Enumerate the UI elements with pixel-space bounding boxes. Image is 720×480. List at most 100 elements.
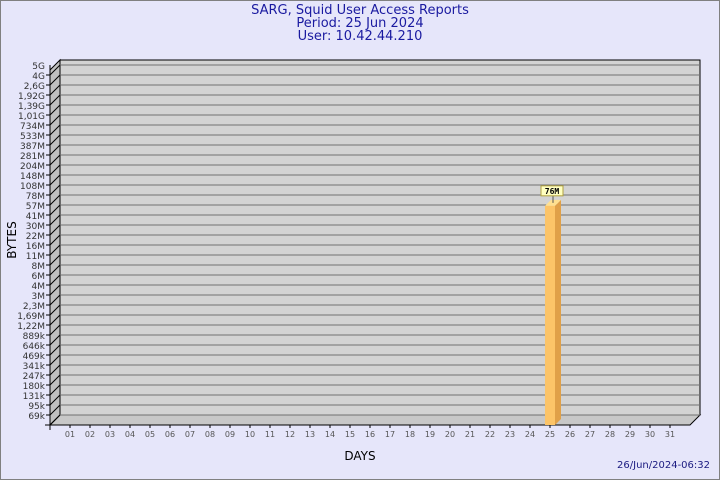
y-tick-label: 734M — [20, 122, 45, 132]
x-tick-label: 14 — [325, 430, 335, 439]
y-tick-depth — [49, 154, 61, 166]
y-tick-label: 2,6G — [24, 82, 45, 92]
y-tick-depth — [49, 144, 61, 156]
y-tick-depth — [49, 214, 61, 226]
y-tick-depth — [49, 224, 61, 236]
y-tick-label: 16M — [26, 242, 45, 252]
x-tick-label: 08 — [205, 430, 215, 439]
y-tick-label: 1,01G — [18, 112, 45, 122]
chart-user: User: 10.42.44.210 — [297, 29, 423, 44]
y-tick-depth — [49, 84, 61, 96]
y-tick-depth — [49, 304, 61, 316]
y-tick-depth — [49, 234, 61, 246]
x-tick-label: 12 — [285, 430, 295, 439]
y-tick-depth — [49, 264, 61, 276]
y-tick-label: 108M — [20, 182, 45, 192]
data-label: 76M — [545, 187, 560, 196]
x-tick-label: 16 — [365, 430, 375, 439]
y-tick-label: 4M — [32, 282, 46, 292]
y-tick-label: 41M — [26, 212, 45, 222]
x-tick-label: 03 — [105, 430, 115, 439]
y-tick-depth — [49, 324, 61, 336]
x-tick-label: 28 — [605, 430, 615, 439]
y-tick-label: 11M — [26, 252, 45, 262]
y-tick-depth — [49, 344, 61, 356]
y-tick-depth — [49, 74, 61, 86]
y-tick-label: 4G — [32, 72, 45, 82]
x-tick-label: 18 — [405, 430, 415, 439]
y-tick-depth — [49, 244, 61, 256]
y-tick-depth — [49, 414, 61, 426]
y-tick-depth — [49, 164, 61, 176]
back-wall — [59, 59, 701, 416]
x-tick-label: 22 — [485, 430, 495, 439]
data-label-box — [540, 185, 564, 197]
chart-title: SARG, Squid User Access Reports — [251, 3, 469, 18]
y-tick-label: 247k — [23, 372, 46, 382]
y-tick-depth — [49, 314, 61, 326]
y-tick-label: 5G — [32, 62, 45, 72]
x-tick-label: 05 — [145, 430, 155, 439]
y-tick-depth — [49, 404, 61, 416]
x-tick-label: 11 — [265, 430, 275, 439]
x-tick-label: 09 — [225, 430, 235, 439]
y-tick-label: 889k — [23, 332, 46, 342]
x-tick-label: 20 — [445, 430, 455, 439]
y-tick-label: 95k — [28, 402, 45, 412]
y-tick-label: 533M — [20, 132, 45, 142]
y-tick-label: 2,3M — [23, 302, 45, 312]
x-tick-label: 13 — [305, 430, 315, 439]
y-tick-label: 1,22M — [17, 322, 45, 332]
y-tick-label: 469k — [23, 352, 46, 362]
y-tick-label: 22M — [26, 232, 45, 242]
x-tick-label: 26 — [565, 430, 575, 439]
y-axis-title: BYTES — [5, 221, 19, 258]
y-tick-depth — [49, 174, 61, 186]
y-tick-depth — [49, 204, 61, 216]
y-tick-label: 646k — [23, 342, 46, 352]
y-tick-depth — [49, 294, 61, 306]
y-tick-label: 341k — [23, 362, 46, 372]
y-tick-depth — [49, 94, 61, 106]
y-tick-depth — [49, 114, 61, 126]
y-tick-label: 1,39G — [18, 102, 45, 112]
y-tick-depth — [49, 394, 61, 406]
x-tick-label: 17 — [385, 430, 395, 439]
y-tick-depth — [49, 254, 61, 266]
y-tick-label: 387M — [20, 142, 45, 152]
y-tick-depth — [49, 284, 61, 296]
x-tick-label: 30 — [645, 430, 655, 439]
x-axis-title: DAYS — [344, 449, 375, 463]
y-tick-depth — [49, 124, 61, 136]
x-tick-label: 21 — [465, 430, 475, 439]
x-tick-label: 10 — [245, 430, 255, 439]
x-tick-label: 25 — [545, 430, 555, 439]
x-tick-label: 31 — [665, 430, 675, 439]
y-tick-label: 8M — [32, 262, 46, 272]
y-tick-label: 148M — [20, 172, 45, 182]
y-tick-depth — [49, 384, 61, 396]
y-tick-depth — [49, 104, 61, 116]
y-tick-depth — [49, 334, 61, 346]
y-tick-label: 57M — [26, 202, 45, 212]
y-tick-depth — [49, 354, 61, 366]
x-tick-label: 24 — [525, 430, 535, 439]
y-tick-depth — [49, 194, 61, 206]
x-tick-label: 27 — [585, 430, 595, 439]
y-tick-label: 6M — [32, 272, 46, 282]
y-tick-depth — [49, 184, 61, 196]
y-tick-label: 1,69M — [17, 312, 45, 322]
y-tick-label: 281M — [20, 152, 45, 162]
y-tick-depth — [49, 134, 61, 146]
y-tick-depth — [49, 64, 61, 76]
y-tick-label: 204M — [20, 162, 45, 172]
x-tick-label: 15 — [345, 430, 355, 439]
chart-period: Period: 25 Jun 2024 — [296, 16, 424, 31]
y-tick-label: 3M — [32, 292, 46, 302]
bar-25 — [545, 205, 555, 425]
x-tick-label: 01 — [65, 430, 75, 439]
x-tick-label: 19 — [425, 430, 435, 439]
y-tick-depth — [49, 364, 61, 376]
x-tick-label: 04 — [125, 430, 135, 439]
report-timestamp: 26/Jun/2024-06:32 — [617, 460, 710, 471]
